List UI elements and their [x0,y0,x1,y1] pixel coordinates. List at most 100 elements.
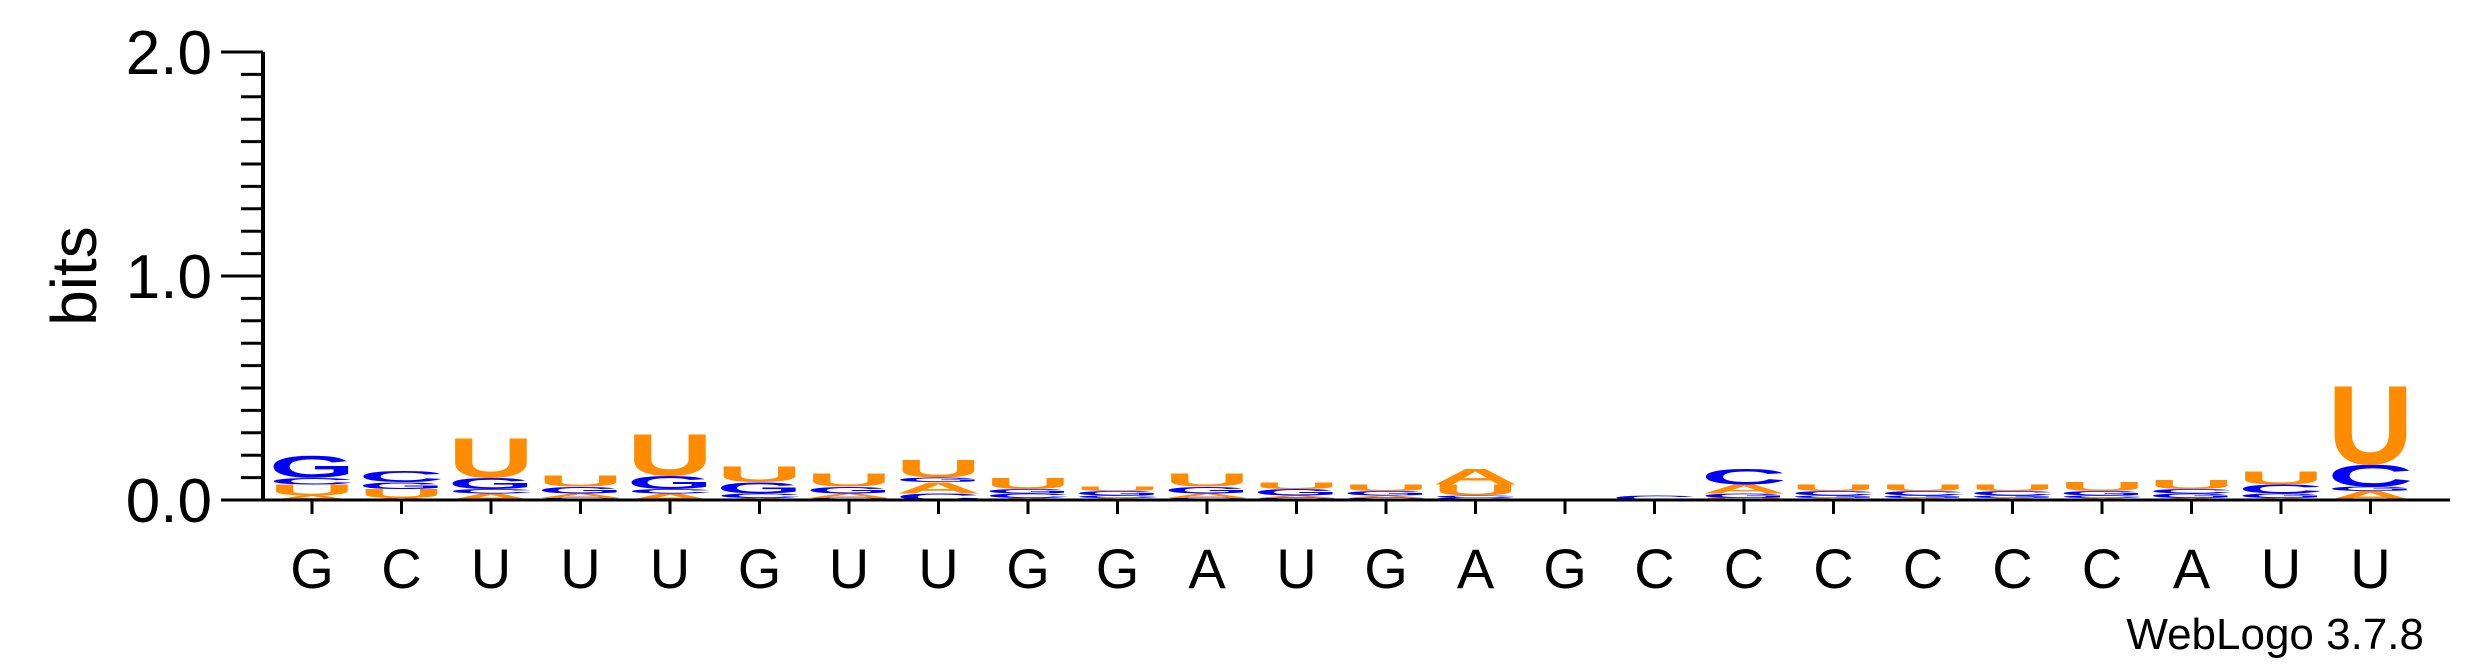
logo-letter-U: U [1254,480,1340,490]
logo-letter-G: G [1791,495,1877,498]
logo-letter-U: U [1880,483,1966,493]
logo-letter-G: G [1164,485,1250,495]
logo-letter-C: C [717,492,803,499]
logo-letter-A: A [1701,482,1787,496]
x-tick-label: G [1543,537,1587,600]
logo-letter-A: A [806,492,892,499]
logo-letter-U: U [1791,483,1877,493]
logo-letter-G: G [359,480,445,490]
logo-letter-C: C [1612,494,1698,501]
x-tick-label: A [1457,537,1495,600]
y-tick-label: 0.0 [126,467,212,536]
letter-stacks: AUCGAUGCACGUCAGUACGUACGUCAGUCAGUACGUACGU… [269,363,2414,503]
logo-letter-C: C [2059,495,2145,498]
x-tick-label: U [560,537,600,600]
logo-letter-U: U [627,423,713,489]
logo-letter-G: G [985,488,1071,495]
x-tick-label: A [2173,537,2211,600]
logo-letter-U: U [1970,483,2056,493]
logo-letter-A: A [627,492,713,502]
logo-letter-C: C [1075,495,1161,498]
logo-letter-A: A [1343,495,1429,498]
x-tick-label: U [471,537,511,600]
logo-letter-U: U [1075,485,1161,492]
logo-letter-A: A [448,492,534,502]
logo-letter-C: C [1880,490,1966,497]
logo-letter-G: G [1075,490,1161,497]
x-tick-label: G [290,537,334,600]
logo-letter-G: G [2149,492,2235,499]
x-tick-label: C [1813,537,1853,600]
logo-letter-U: U [717,462,803,487]
logo-letter-U: U [1164,470,1250,491]
y-axis-label: bits [38,226,110,326]
x-tick-label: C [1634,537,1674,600]
logo-letter-G: G [1701,492,1787,499]
logo-letter-C: C [269,476,355,486]
logo-letter-C: C [627,488,713,495]
logo-letter-C: C [1791,490,1877,497]
logo-letter-C: C [359,468,445,485]
x-tick-label: G [1006,537,1050,600]
logo-letter-G: G [627,472,713,493]
x-tick-label: C [381,537,421,600]
logo-letter-U: U [1433,482,1519,499]
logo-letter-G: G [448,475,534,492]
x-tick-label: U [918,537,958,600]
logo-letter-U: U [269,482,355,499]
x-tick-label: G [738,537,782,600]
logo-letter-C: C [896,492,982,502]
y-tick-label: 1.0 [126,243,212,312]
x-tick-label: C [2082,537,2122,600]
x-tick-label: U [2350,537,2390,600]
logo-letter-C: C [1433,495,1519,498]
logo-letter-G: G [2059,490,2145,497]
logo-letter-G: G [1254,487,1340,497]
x-tick-label: G [1364,537,1408,600]
logo-letter-G: G [269,449,355,484]
logo-letter-U: U [2149,478,2235,492]
logo-letter-C: C [2328,458,2414,493]
logo-letter-A: A [538,492,624,499]
logo-letter-U: U [538,473,624,490]
weblogo-credit: WebLogo 3.7.8 [2126,610,2424,659]
logo-letter-C: C [2238,482,2324,496]
logo-letter-G: G [806,485,892,495]
x-tick-label: U [2261,537,2301,600]
x-tick-label: U [1276,537,1316,600]
logo-letter-U: U [1343,483,1429,493]
logo-letter-A: A [896,479,982,496]
logo-letter-G: G [2328,485,2414,492]
logo-letter-A: A [269,494,355,501]
x-tick-label: U [650,537,690,600]
x-tick-label: C [1724,537,1764,600]
logo-letter-C: C [448,488,534,495]
logo-letter-U: U [2328,363,2414,489]
y-ticks: 0.0 1.0 2.0 [126,19,263,536]
logo-letter-U: U [985,475,1071,492]
y-tick-label: 2.0 [126,19,212,88]
y-axis [261,52,2450,502]
logo-letter-G: G [538,485,624,495]
logo-letter-C: C [985,492,1071,499]
logo-letter-A: A [1433,465,1519,490]
logo-letter-U: U [896,455,982,483]
logo-letter-C: C [2149,488,2235,495]
logo-letter-U: U [2059,480,2145,494]
logo-letter-C: C [1970,490,2056,497]
logo-letter-U: U [448,428,534,490]
logo-letter-A: A [1164,492,1250,499]
logo-letter-G: G [717,479,803,496]
logo-letter-G: G [2238,492,2324,499]
x-tick-label: C [1903,537,1943,600]
logo-letter-G: G [1343,490,1429,497]
x-tick-label: A [1188,537,1226,600]
x-tick-label: U [829,537,869,600]
logo-letter-A: A [1254,495,1340,498]
logo-letter-U: U [806,470,892,491]
logo-letter-G: G [1880,495,1966,498]
logo-letter-C: C [1701,465,1787,490]
logo-letter-U: U [2238,468,2324,489]
